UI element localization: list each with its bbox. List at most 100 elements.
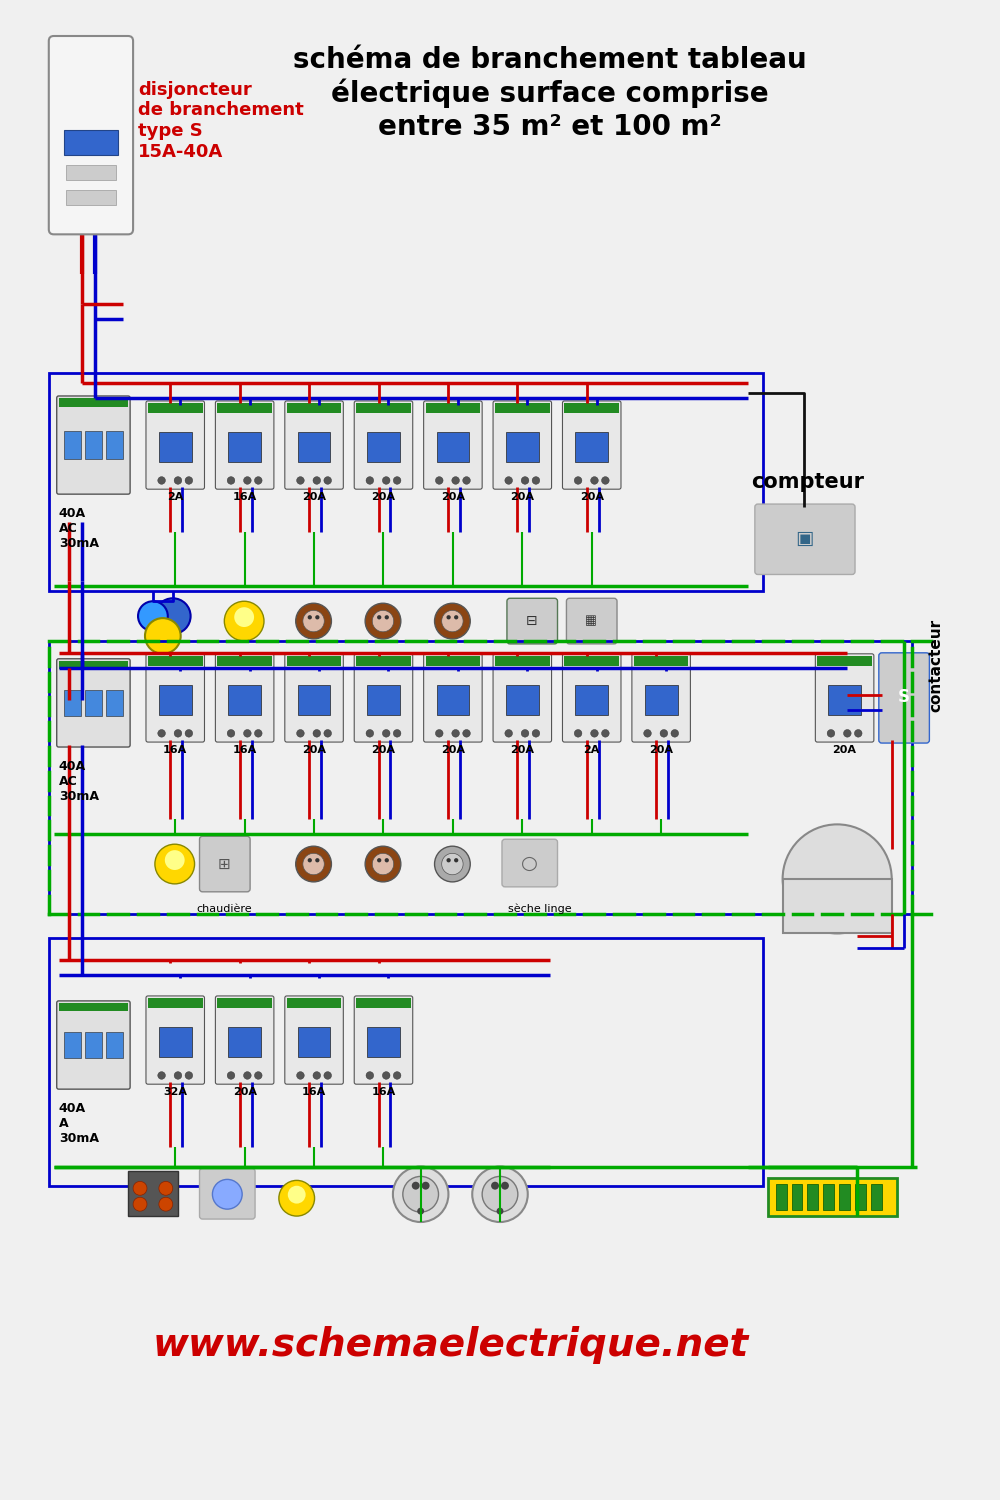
FancyBboxPatch shape [57, 1000, 130, 1089]
FancyBboxPatch shape [562, 400, 621, 489]
Bar [298, 686, 330, 716]
Bar [506, 686, 539, 716]
Bar [64, 690, 81, 715]
Circle shape [365, 846, 401, 882]
Circle shape [159, 1182, 173, 1196]
Circle shape [185, 1071, 193, 1080]
FancyBboxPatch shape [507, 598, 558, 644]
Circle shape [212, 1179, 242, 1209]
Circle shape [234, 608, 254, 627]
Circle shape [174, 477, 182, 484]
Text: 16A: 16A [233, 746, 257, 754]
Bar [148, 404, 203, 412]
Text: www.schemaelectrique.net: www.schemaelectrique.net [152, 1326, 749, 1364]
Circle shape [227, 1071, 235, 1080]
Bar [59, 1004, 128, 1011]
Text: 20A: 20A [371, 746, 395, 754]
Circle shape [244, 729, 251, 736]
Circle shape [644, 729, 651, 736]
Circle shape [324, 729, 332, 736]
Circle shape [783, 825, 892, 933]
Circle shape [382, 477, 390, 484]
Circle shape [532, 729, 540, 736]
Circle shape [133, 1197, 147, 1210]
Circle shape [324, 1071, 332, 1080]
Text: schéma de branchement tableau
électrique surface comprise
entre 35 m² et 100 m²: schéma de branchement tableau électrique… [293, 46, 806, 141]
Circle shape [591, 477, 598, 484]
Circle shape [403, 1176, 439, 1212]
Circle shape [452, 477, 459, 484]
Circle shape [377, 615, 381, 620]
Text: 40A
AC
30mA: 40A AC 30mA [59, 507, 99, 550]
Circle shape [446, 858, 451, 862]
FancyBboxPatch shape [502, 840, 558, 886]
Bar [855, 1185, 866, 1210]
Bar [768, 1179, 897, 1216]
Circle shape [366, 729, 374, 736]
Circle shape [366, 1071, 374, 1080]
FancyBboxPatch shape [566, 598, 617, 644]
FancyBboxPatch shape [200, 837, 250, 892]
Text: 16A: 16A [371, 1088, 396, 1096]
Circle shape [602, 477, 609, 484]
Circle shape [827, 729, 835, 736]
Circle shape [297, 729, 304, 736]
Text: ○: ○ [521, 853, 538, 873]
Bar [575, 686, 608, 716]
Bar [85, 1032, 102, 1058]
Bar [85, 690, 102, 715]
Text: 16A: 16A [233, 492, 257, 502]
Circle shape [422, 1182, 430, 1190]
Bar [59, 660, 128, 669]
Text: 20A: 20A [371, 492, 395, 502]
Bar [64, 430, 81, 459]
Circle shape [308, 615, 312, 620]
Bar [298, 432, 330, 462]
FancyBboxPatch shape [562, 654, 621, 742]
Bar [871, 1185, 882, 1210]
Bar [64, 1032, 81, 1058]
Circle shape [452, 729, 459, 736]
Bar [356, 998, 411, 1008]
Circle shape [844, 729, 851, 736]
Text: contacteur: contacteur [929, 620, 944, 712]
Bar [367, 432, 400, 462]
Text: 20A: 20A [441, 492, 465, 502]
Text: 32A: 32A [163, 1088, 187, 1096]
FancyBboxPatch shape [146, 996, 204, 1084]
Circle shape [297, 477, 304, 484]
Text: 2A: 2A [584, 746, 600, 754]
Bar [817, 656, 872, 666]
Bar [106, 430, 123, 459]
FancyBboxPatch shape [55, 42, 132, 228]
Bar [792, 1185, 802, 1210]
Circle shape [313, 729, 321, 736]
FancyBboxPatch shape [285, 996, 343, 1084]
Bar [287, 404, 341, 412]
Circle shape [435, 729, 443, 736]
Circle shape [497, 1208, 503, 1215]
Circle shape [315, 858, 319, 862]
FancyBboxPatch shape [49, 36, 133, 234]
Circle shape [303, 853, 324, 874]
Circle shape [254, 1071, 262, 1080]
Bar [106, 690, 123, 715]
Circle shape [315, 615, 319, 620]
FancyBboxPatch shape [424, 654, 482, 742]
Bar [839, 1185, 850, 1210]
Bar [564, 404, 619, 412]
FancyBboxPatch shape [146, 400, 204, 489]
Circle shape [463, 477, 470, 484]
Bar [85, 430, 102, 459]
Circle shape [574, 729, 582, 736]
Text: 20A: 20A [580, 492, 604, 502]
Text: S: S [898, 688, 910, 706]
Bar [49, 374, 763, 591]
Bar [49, 640, 912, 914]
Circle shape [454, 858, 458, 862]
FancyBboxPatch shape [285, 400, 343, 489]
Circle shape [165, 850, 185, 870]
Text: 20A: 20A [649, 746, 673, 754]
FancyBboxPatch shape [493, 400, 552, 489]
Bar [159, 686, 192, 716]
